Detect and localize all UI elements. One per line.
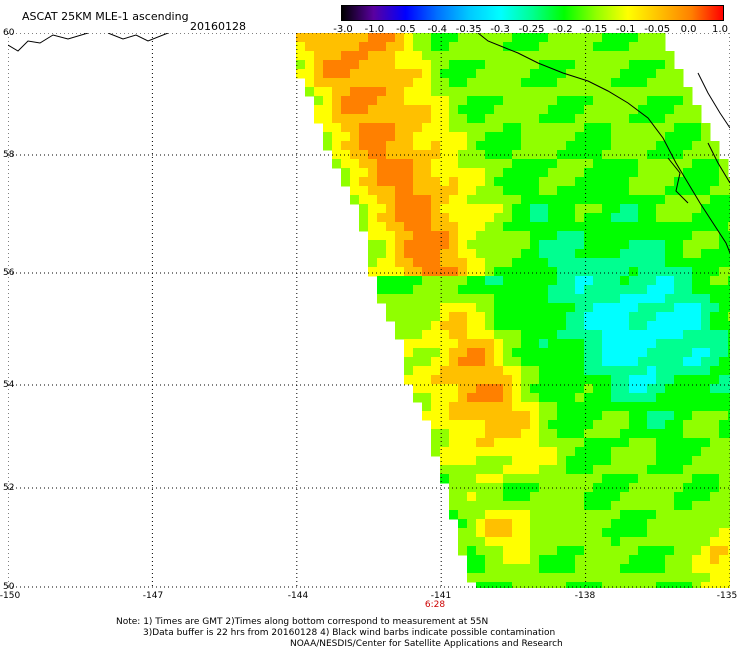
colorbar-label: -0.4: [427, 24, 448, 35]
lat-label: 54: [3, 380, 15, 390]
colorbar-label: -0.25: [518, 24, 545, 35]
lon-label: -135: [716, 591, 738, 601]
lon-label: -147: [142, 591, 164, 601]
coastline: [8, 33, 730, 254]
map-canvas: [8, 33, 730, 588]
colorbar-label: -0.05: [644, 24, 671, 35]
lat-label: 52: [3, 483, 15, 493]
colorbar-gradient: [342, 6, 723, 20]
colorbar-label: -3.0: [333, 24, 353, 35]
colorbar-label: -0.35: [455, 24, 482, 35]
graticule: [8, 33, 730, 588]
colorbar-label: 1.0: [712, 24, 728, 35]
lat-label: 58: [3, 150, 15, 160]
mle-swath: [296, 33, 730, 588]
colorbar: [341, 5, 724, 21]
colorbar-label: -0.15: [581, 24, 608, 35]
time-label: 6:28: [424, 600, 446, 610]
colorbar-label: -1.0: [364, 24, 385, 35]
colorbar-label: 0.0: [680, 24, 697, 35]
lat-label: 60: [3, 28, 15, 38]
note-line-2: 3)Data buffer is 22 hrs from 20160128 4)…: [143, 628, 556, 638]
colorbar-labels: -3.0 -1.0 -0.5 -0.4 -0.35 -0.3 -0.25 -0.2 -0.15-…: [0, 24, 740, 38]
map-title: ASCAT 25KM MLE-1 ascending: [22, 10, 189, 23]
colorbar-label: -0.5: [396, 24, 416, 35]
colorbar-label: -0.3: [490, 24, 510, 35]
note-line-1: Note: 1) Times are GMT 2)Times along bot…: [116, 617, 489, 627]
lon-label: -141: [430, 591, 452, 601]
colorbar-label: -0.1: [615, 24, 636, 35]
lat-label: 50: [3, 582, 15, 592]
lon-label: -138: [574, 591, 596, 601]
lat-label: 56: [3, 268, 15, 278]
note-line-3: NOAA/NESDIS/Center for Satellite Applica…: [290, 639, 563, 649]
lon-label: -144: [287, 591, 309, 601]
colorbar-label: -0.2: [553, 24, 573, 35]
map-date: 20160128: [190, 20, 246, 33]
lon-label: -150: [0, 591, 21, 601]
